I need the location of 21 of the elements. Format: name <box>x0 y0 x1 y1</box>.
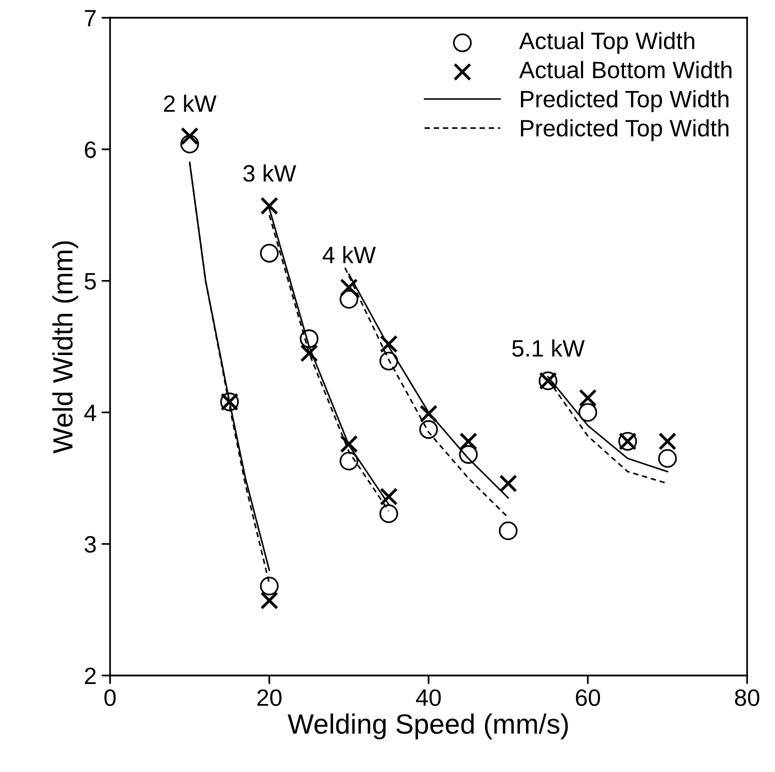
legend-label: Predicted Top Width <box>520 90 728 112</box>
legend-label: Predicted Top Width <box>520 119 728 142</box>
x-tick-label: 60 <box>576 689 600 706</box>
x-tick-label: 40 <box>416 689 441 706</box>
annotation: 3 kW <box>243 164 296 182</box>
y-tick-label: 4 <box>84 404 96 421</box>
x-axis-title: Welding Speed (mm/s) <box>288 713 568 740</box>
x-tick-label: 80 <box>734 689 760 706</box>
legend-label: Actual Bottom Width <box>519 61 732 78</box>
y-tick-label: 2 <box>84 668 96 684</box>
annotation: 5.1 kW <box>512 339 585 357</box>
y-tick-label: 5 <box>84 273 96 290</box>
x-tick-label: 20 <box>257 689 282 706</box>
annotation: 2 kW <box>164 94 216 112</box>
y-axis-title: Weld Width (mm) <box>52 241 78 454</box>
legend-label: Actual Top Width <box>519 32 694 54</box>
x-tick-label: 0 <box>104 689 116 706</box>
y-tick-label: 3 <box>84 536 96 553</box>
annotation: 4 kW <box>322 246 376 264</box>
y-tick-label: 7 <box>84 10 96 26</box>
y-tick-label: 6 <box>84 141 96 158</box>
